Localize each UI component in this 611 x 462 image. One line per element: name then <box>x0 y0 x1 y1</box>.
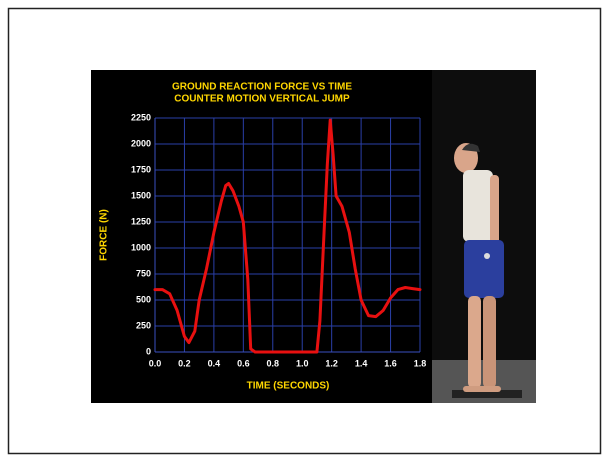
slide: GROUND REACTION FORCE VS TIME COUNTER MO… <box>0 0 611 462</box>
leg <box>468 296 481 388</box>
y-tick-label: 250 <box>136 320 151 330</box>
x-tick-label: 0.4 <box>208 358 221 368</box>
y-tick-label: 0 <box>146 346 151 356</box>
feet <box>463 386 501 392</box>
leg <box>483 296 496 388</box>
sensor <box>484 253 490 259</box>
shirt <box>463 170 493 242</box>
shorts <box>464 240 504 298</box>
chart-title: GROUND REACTION FORCE VS TIME <box>172 82 352 93</box>
x-tick-label: 1.8 <box>414 358 427 368</box>
x-tick-label: 0.0 <box>149 358 162 368</box>
y-tick-label: 750 <box>136 268 151 278</box>
y-tick-label: 1250 <box>131 216 151 226</box>
y-tick-label: 2250 <box>131 112 151 122</box>
y-tick-label: 1500 <box>131 190 151 200</box>
y-tick-label: 1000 <box>131 242 151 252</box>
x-tick-label: 0.8 <box>267 358 280 368</box>
page: GROUND REACTION FORCE VS TIME COUNTER MO… <box>0 0 611 462</box>
x-tick-label: 1.0 <box>296 358 309 368</box>
x-axis-label: TIME (SECONDS) <box>247 381 330 392</box>
y-tick-label: 1750 <box>131 164 151 174</box>
chart-subtitle: COUNTER MOTION VERTICAL JUMP <box>174 94 350 105</box>
photo <box>432 70 536 403</box>
x-tick-label: 1.2 <box>325 358 338 368</box>
y-axis-label: FORCE (N) <box>99 209 110 261</box>
y-tick-label: 500 <box>136 294 151 304</box>
x-tick-label: 0.2 <box>178 358 191 368</box>
arm <box>490 175 499 245</box>
x-tick-label: 0.6 <box>237 358 250 368</box>
x-tick-label: 1.6 <box>384 358 397 368</box>
y-tick-label: 2000 <box>131 138 151 148</box>
x-tick-label: 1.4 <box>355 358 368 368</box>
